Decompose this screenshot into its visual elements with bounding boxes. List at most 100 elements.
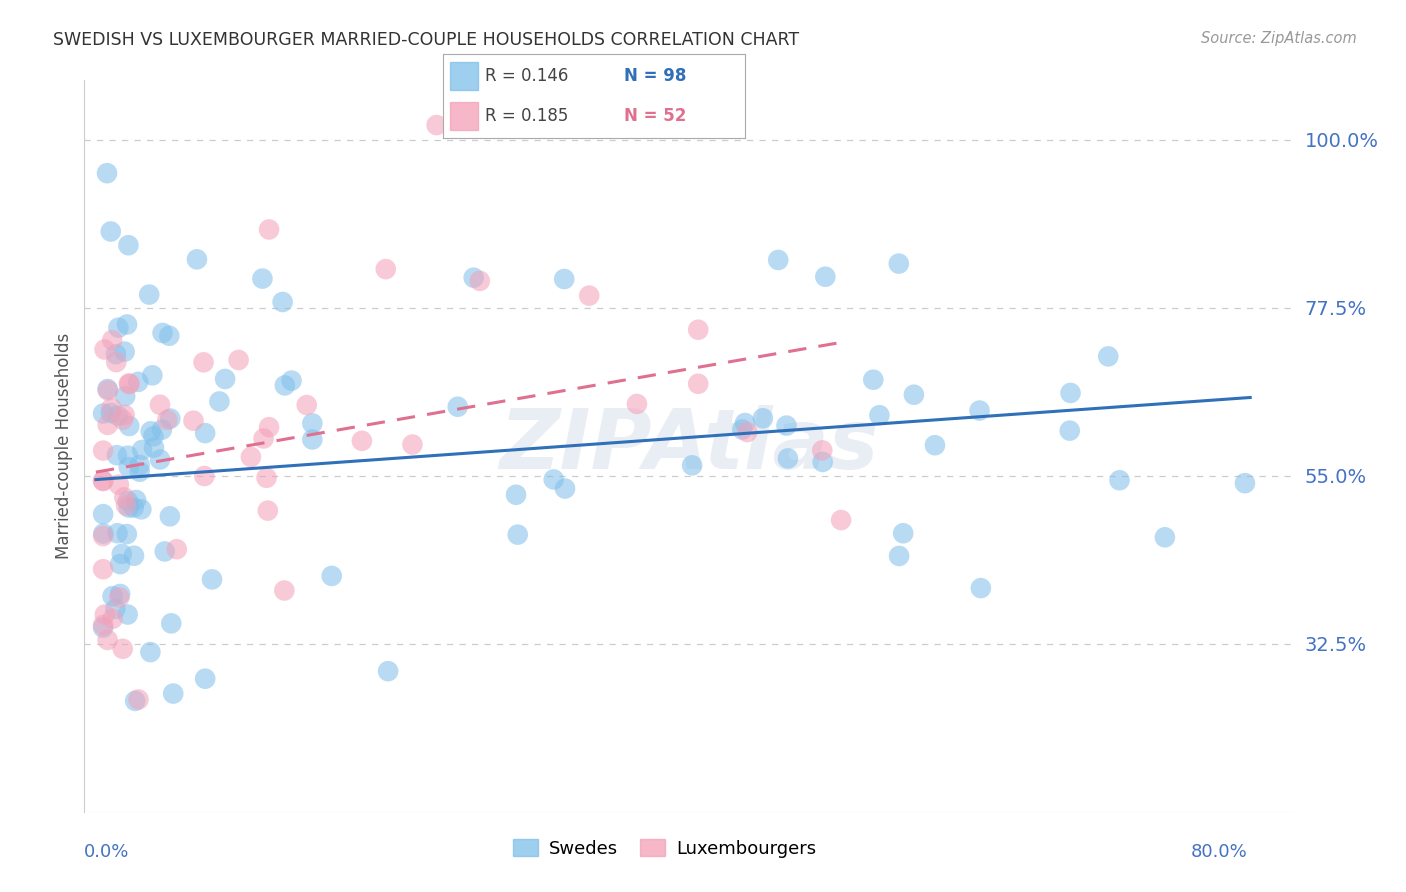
Point (91, 507, 114, 521)
Point (138, 287, 160, 301)
Point (688, 376, 710, 391)
Text: SWEDISH VS LUXEMBOURGER MARRIED-COUPLE HOUSEHOLDS CORRELATION CHART: SWEDISH VS LUXEMBOURGER MARRIED-COUPLE H… (53, 31, 800, 49)
Point (118, 460, 141, 475)
Point (257, 420, 280, 434)
Point (811, 455, 834, 469)
Point (107, 409, 129, 423)
Text: 0.0%: 0.0% (84, 843, 129, 861)
Point (256, 471, 278, 485)
Point (91, 618, 114, 632)
Point (811, 443, 834, 458)
Point (735, 425, 758, 439)
Point (731, 422, 754, 436)
Point (97, 384, 120, 398)
Point (111, 413, 134, 427)
Point (814, 269, 837, 284)
Point (108, 587, 131, 601)
Point (96, 382, 118, 396)
Point (91, 474, 114, 488)
Bar (450, 102, 478, 130)
Point (1108, 473, 1130, 487)
Point (553, 272, 575, 286)
Point (107, 320, 129, 334)
Point (183, 414, 205, 428)
Point (118, 500, 141, 515)
Point (506, 527, 529, 541)
Point (139, 645, 162, 659)
Point (97, 632, 120, 647)
Point (125, 493, 148, 508)
Point (775, 418, 797, 433)
Point (830, 513, 852, 527)
Point (114, 389, 136, 403)
Text: R = 0.185: R = 0.185 (485, 107, 568, 125)
Point (862, 373, 884, 387)
Point (1097, 350, 1119, 364)
Text: Source: ZipAtlas.com: Source: ZipAtlas.com (1201, 31, 1357, 46)
Point (377, 664, 399, 678)
Point (91, 526, 114, 541)
Point (969, 403, 991, 417)
Point (93, 343, 115, 357)
Y-axis label: Married-couple Households: Married-couple Households (55, 333, 73, 559)
Point (100, 225, 122, 239)
Point (117, 238, 139, 252)
Point (100, 406, 122, 420)
Point (350, 434, 373, 448)
Point (101, 589, 124, 603)
Point (101, 612, 124, 626)
Point (543, 472, 565, 486)
Point (752, 411, 775, 425)
Point (97, 417, 120, 432)
Point (688, 323, 710, 337)
Point (208, 394, 231, 409)
Point (117, 607, 139, 622)
Point (118, 377, 141, 392)
Point (1059, 424, 1081, 438)
Point (887, 257, 910, 271)
Point (117, 449, 139, 463)
Point (105, 448, 128, 462)
Point (970, 581, 993, 595)
Point (256, 503, 278, 517)
Text: ZIPAtlas: ZIPAtlas (499, 406, 879, 486)
Text: R = 0.146: R = 0.146 (485, 67, 568, 85)
Point (157, 328, 180, 343)
Point (115, 499, 138, 513)
Point (239, 450, 262, 464)
Point (301, 433, 323, 447)
Point (1233, 476, 1256, 491)
Point (214, 372, 236, 386)
Point (228, 353, 250, 368)
Text: N = 98: N = 98 (624, 67, 686, 85)
Legend: Swedes, Luxembourgers: Swedes, Luxembourgers (506, 831, 824, 865)
Point (505, 488, 527, 502)
Point (1154, 530, 1177, 544)
Point (273, 583, 295, 598)
Point (139, 425, 162, 439)
Point (122, 500, 145, 515)
Point (301, 417, 323, 431)
Point (160, 616, 183, 631)
Point (91, 474, 114, 488)
Point (186, 252, 208, 267)
Point (193, 469, 215, 483)
Point (94, 607, 117, 622)
Point (768, 252, 790, 267)
Text: N = 52: N = 52 (624, 107, 686, 125)
Point (114, 344, 136, 359)
Point (115, 318, 138, 332)
Point (903, 387, 925, 401)
Point (91, 407, 114, 421)
Point (142, 429, 165, 443)
Point (554, 482, 576, 496)
Point (868, 408, 890, 422)
Bar (450, 62, 478, 90)
Point (734, 416, 756, 430)
Point (124, 694, 146, 708)
Point (143, 441, 166, 455)
Point (295, 398, 318, 412)
Point (114, 408, 136, 422)
Point (159, 509, 181, 524)
Point (426, 118, 449, 132)
